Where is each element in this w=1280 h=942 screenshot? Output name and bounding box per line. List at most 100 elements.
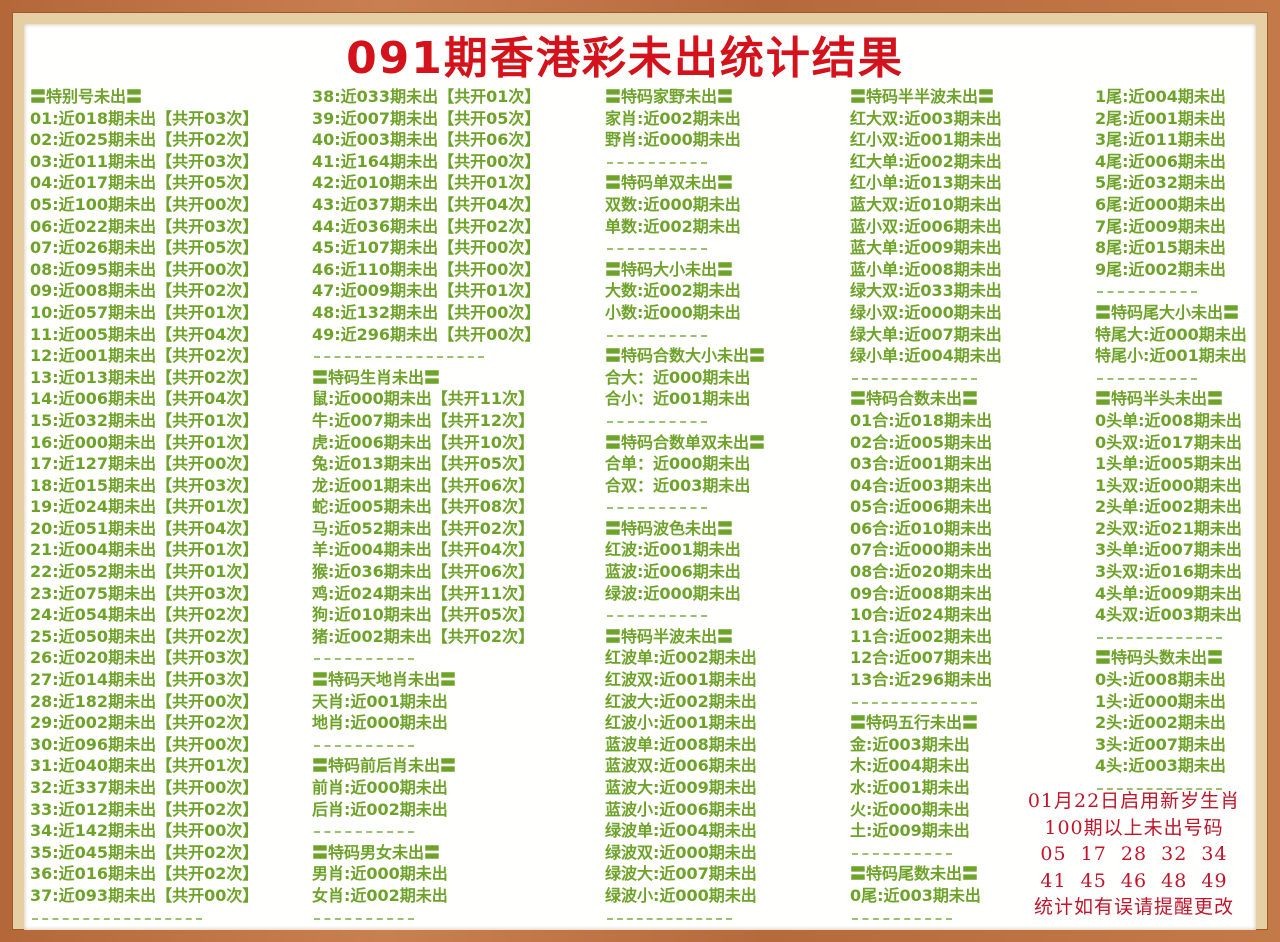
stat-item: 09:近008期未出【共开02次】 [30,281,259,301]
stat-item: 0头单:近008期未出 [1095,410,1242,430]
stat-item: 07:近026期未出【共开05次】 [30,238,259,258]
stat-item: 兔:近013期未出【共开05次】 [312,454,535,474]
stat-item: 38:近033期未出【共开01次】 [312,87,541,106]
stat-item: 48:近132期未出【共开00次】 [312,302,541,322]
dashed-divider [605,324,765,346]
stat-item: 21:近004期未出【共开01次】 [30,540,259,560]
paper-panel [24,24,1256,930]
dashed-divider [605,410,765,432]
stat-item: 鸡:近024期未出【共开11次】 [312,583,535,603]
stat-item: 37:近093期未出【共开00次】 [30,885,259,905]
stat-item: 小数:近000期未出 [605,302,741,322]
stat-item: 马:近052期未出【共开02次】 [312,518,535,538]
stat-item: 绿大单:近007期未出 [850,324,1002,344]
stat-item: 合单：近000期未出 [605,454,751,474]
stat-item: 27:近014期未出【共开03次】 [30,670,259,690]
section-header: 〓特码天地肖未出〓 [312,670,457,690]
stat-item: 02:近025期未出【共开02次】 [30,130,259,150]
column-special-numbers: 〓特别号未出〓 01:近018期未出【共开03次】 02:近025期未出【共开02次… [30,86,258,928]
stat-item: 蓝波:近006期未出 [605,562,741,582]
stat-item: 06:近022期未出【共开03次】 [30,216,259,236]
dashed-divider [312,647,540,669]
stat-item: 3头单:近007期未出 [1095,540,1242,560]
dashed-divider [605,237,765,259]
section-header: 〓特码男女未出〓 [312,842,441,862]
stat-item: 11合:近002期未出 [850,626,993,646]
stat-item: 22:近052期未出【共开01次】 [30,562,259,582]
stat-item: 红波小:近001期未出 [605,713,757,733]
stat-item: 后肖:近002期未出 [312,799,448,819]
stat-item: 25:近050期未出【共开02次】 [30,626,259,646]
stat-item: 大数:近002期未出 [605,281,741,301]
column-numbers-zodiac: 38:近033期未出【共开01次】 39:近007期未出【共开05次】 40:近00… [312,86,540,928]
stat-item: 6尾:近000期未出 [1095,194,1226,214]
stat-item: 鼠:近000期未出【共开11次】 [312,389,535,409]
stat-item: 土:近009期未出 [850,821,970,841]
dashed-divider [30,907,258,929]
dashed-divider [850,367,1002,389]
dashed-divider [605,604,765,626]
stat-item: 34:近142期未出【共开00次】 [30,821,259,841]
stat-item: 05:近100期未出【共开00次】 [30,194,259,214]
stat-item: 41:近164期未出【共开00次】 [312,151,541,171]
stat-item: 合大：近000期未出 [605,367,751,387]
section-header: 〓特码合数大小未出〓 [605,346,766,366]
stat-item: 牛:近007期未出【共开12次】 [312,410,535,430]
stat-item: 04:近017期未出【共开05次】 [30,173,259,193]
stat-item: 2头:近002期未出 [1095,713,1226,733]
stat-item: 12:近001期未出【共开02次】 [30,346,259,366]
stat-item: 44:近036期未出【共开02次】 [312,216,541,236]
stat-item: 11:近005期未出【共开04次】 [30,324,259,344]
stat-item: 地肖:近000期未出 [312,713,448,733]
stat-item: 08合:近020期未出 [850,562,993,582]
stat-item: 绿波:近000期未出 [605,583,741,603]
stat-item: 绿大双:近033期未出 [850,281,1002,301]
stat-item: 蓝小单:近008期未出 [850,259,1002,279]
notice-line: 01月22日启用新岁生肖 [1027,790,1241,812]
stat-item: 1头:近000期未出 [1095,691,1226,711]
stat-item: 绿波双:近000期未出 [605,842,757,862]
dashed-divider [312,734,540,756]
stat-item: 蓝小双:近006期未出 [850,216,1002,236]
stat-item: 05合:近006期未出 [850,497,993,517]
stat-item: 2头双:近021期未出 [1095,518,1242,538]
red-notice: 01月22日启用新岁生肖 100期以上未出号码 05 17 28 32 34 4… [1000,788,1268,921]
stat-item: 02合:近005期未出 [850,432,993,452]
stat-item: 双数:近000期未出 [605,194,741,214]
dashed-divider [312,345,540,367]
stat-item: 猴:近036期未出【共开06次】 [312,562,535,582]
stat-item: 狗:近010期未出【共开05次】 [312,605,535,625]
stat-item: 46:近110期未出【共开00次】 [312,259,541,279]
stat-item: 10合:近024期未出 [850,605,993,625]
stat-item: 08:近095期未出【共开00次】 [30,259,259,279]
stat-item: 30:近096期未出【共开00次】 [30,734,259,754]
dashed-divider [605,496,765,518]
stat-item: 合小：近001期未出 [605,389,751,409]
stat-item: 07合:近000期未出 [850,540,993,560]
stat-item: 2尾:近001期未出 [1095,108,1226,128]
stat-item: 42:近010期未出【共开01次】 [312,173,541,193]
stat-item: 3头:近007期未出 [1095,734,1226,754]
stat-item: 14:近006期未出【共开04次】 [30,389,259,409]
notice-line: 100期以上未出号码 [1044,816,1224,839]
dashed-divider [312,820,540,842]
stat-item: 绿波单:近004期未出 [605,821,757,841]
stat-item: 47:近009期未出【共开01次】 [312,281,541,301]
section-header: 〓特码半半波未出〓 [850,87,995,106]
stat-item: 23:近075期未出【共开03次】 [30,583,259,603]
stat-item: 火:近000期未出 [850,799,970,819]
dashed-divider [850,907,1002,929]
section-header: 〓特别号未出〓 [30,87,143,106]
stat-item: 前肖:近000期未出 [312,778,448,797]
stat-item: 7尾:近009期未出 [1095,216,1226,236]
notice-numbers: 05 17 28 32 34 [1040,843,1228,865]
stat-item: 43:近037期未出【共开04次】 [312,194,541,214]
stat-item: 9尾:近002期未出 [1095,259,1226,279]
stat-item: 5尾:近032期未出 [1095,173,1226,193]
stat-item: 1头双:近000期未出 [1095,475,1242,495]
section-header: 〓特码前后肖未出〓 [312,756,457,776]
stat-item: 红波双:近001期未出 [605,670,757,690]
stat-item: 蓝波单:近008期未出 [605,734,757,754]
dashed-divider [605,907,765,929]
section-header: 〓特码波色未出〓 [605,518,734,538]
